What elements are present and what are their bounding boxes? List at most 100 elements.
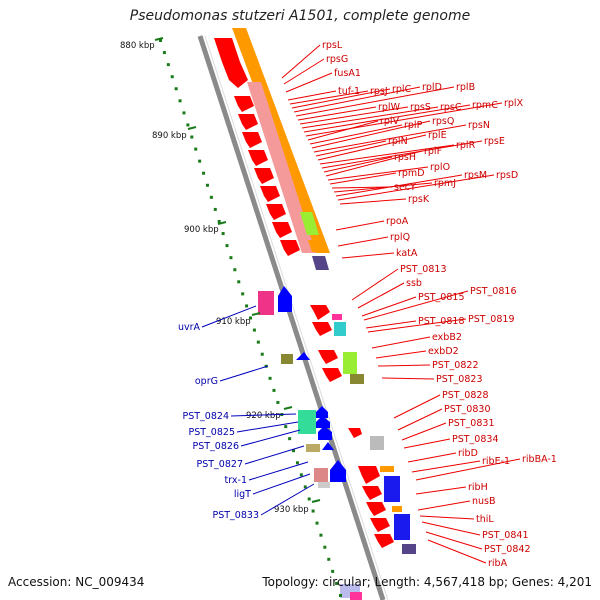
gene-leader-line <box>313 124 467 153</box>
cds-arrow <box>358 466 380 484</box>
feature-block-purple-1 <box>312 256 329 270</box>
gene-label[interactable]: rpsG <box>326 54 348 65</box>
gene-label[interactable]: rplV <box>380 116 400 127</box>
gene-label[interactable]: rplB <box>456 82 475 93</box>
ruler-dot <box>190 135 194 139</box>
gene-label[interactable]: PST_0823 <box>436 374 483 385</box>
gene-label[interactable]: PST_0842 <box>484 544 531 555</box>
gene-leader-line <box>341 252 395 259</box>
cds-arrow <box>254 168 274 184</box>
ruler-dot <box>202 171 206 175</box>
gene-label[interactable]: rpsQ <box>432 116 454 127</box>
gene-label[interactable]: secY <box>394 182 416 193</box>
gene-leader-line <box>339 198 407 205</box>
gene-label[interactable]: ribH <box>468 482 488 493</box>
gene-label[interactable]: PST_0831 <box>448 418 495 429</box>
gene-leader-line <box>375 350 427 359</box>
gene-label[interactable]: rplF <box>424 146 442 157</box>
gene-label[interactable]: tuf-1 <box>338 86 360 97</box>
gene-label[interactable]: rpmJ <box>434 178 456 189</box>
gene-leader-line <box>425 531 483 550</box>
gene-label[interactable]: rplE <box>428 130 447 141</box>
gene-label[interactable]: rpmC <box>472 100 498 111</box>
ruler-dot <box>276 400 280 404</box>
feature-block-khaki <box>306 444 320 452</box>
gene-label[interactable]: rplX <box>504 98 524 109</box>
gene-label[interactable]: PST_0816 <box>470 286 517 297</box>
gene-label[interactable]: PST_0828 <box>442 390 489 401</box>
gene-label[interactable]: PST_0826 <box>193 441 240 452</box>
gene-label[interactable]: exbD2 <box>428 346 459 357</box>
gene-leader-line <box>311 120 431 149</box>
gene-leader-line <box>397 408 443 431</box>
gene-label[interactable]: rplQ <box>390 232 410 243</box>
gene-label[interactable]: PST_0827 <box>197 459 244 470</box>
gene-label[interactable]: rplN <box>388 136 408 147</box>
gene-leader-line <box>403 438 451 449</box>
gene-label[interactable]: PST_0819 <box>468 314 515 325</box>
genome-backbone-outer <box>197 35 386 600</box>
gene-leader-line <box>351 268 399 301</box>
gene-label[interactable]: fusA1 <box>334 68 361 79</box>
gene-label[interactable]: rpsN <box>468 120 490 131</box>
gene-label[interactable]: thiL <box>476 514 494 525</box>
gene-label[interactable]: PST_0822 <box>432 360 479 371</box>
gene-label[interactable]: rplR <box>456 140 476 151</box>
ruler-dot <box>174 87 178 91</box>
gene-label[interactable]: PST_0841 <box>482 530 529 541</box>
gene-label[interactable]: PST_0815 <box>418 292 465 303</box>
gene-leader-line <box>401 422 447 441</box>
gene-leader-line <box>419 515 475 520</box>
gene-label[interactable]: exbB2 <box>432 332 462 343</box>
gene-label[interactable]: PST_0834 <box>452 434 499 445</box>
gene-label[interactable]: nusB <box>472 496 496 507</box>
gene-leader-line <box>244 445 305 465</box>
gene-label[interactable]: trx-1 <box>225 475 247 486</box>
gene-leader-line <box>393 394 441 419</box>
cds-arrow <box>266 204 286 220</box>
gene-label[interactable]: PST_0824 <box>183 411 230 422</box>
gene-label[interactable]: rpsS <box>410 102 431 113</box>
gene-label[interactable]: PST_0833 <box>213 510 260 521</box>
gene-label[interactable]: ribA <box>488 558 508 569</box>
gene-label[interactable]: rplP <box>404 120 423 131</box>
gene-leader-line <box>291 88 391 109</box>
ruler-dot <box>327 557 331 561</box>
gene-label[interactable]: rplD <box>422 82 442 93</box>
gene-label[interactable]: PST_0825 <box>189 427 236 438</box>
gene-label[interactable]: rplW <box>378 102 401 113</box>
gene-label[interactable]: rpoA <box>386 216 409 227</box>
gene-label[interactable]: rpsM <box>464 170 487 181</box>
ruler-dot <box>241 292 245 296</box>
gene-label[interactable]: uvrA <box>178 322 201 333</box>
gene-label[interactable]: rpsH <box>394 152 416 163</box>
cds-arrow <box>272 222 292 238</box>
gene-label[interactable]: ribE-1 <box>482 456 510 467</box>
cds-arrow-reverse <box>330 460 346 482</box>
gene-label[interactable]: ribD <box>458 448 478 459</box>
gene-label[interactable]: ligT <box>234 489 251 500</box>
gene-label[interactable]: katA <box>396 248 418 259</box>
gene-label[interactable]: rplO <box>430 162 450 173</box>
gene-label[interactable]: rpsE <box>484 136 505 147</box>
map-title: Pseudomonas stutzeri A1501, complete gen… <box>129 8 471 24</box>
feature-block-pink-2 <box>332 314 342 320</box>
gene-label[interactable]: oprG <box>195 376 218 387</box>
gene-label[interactable]: ribBA-1 <box>522 454 557 465</box>
feature-block-teal <box>334 322 346 336</box>
gene-label[interactable]: rpsK <box>408 194 430 205</box>
gene-label[interactable]: rpsJ <box>370 86 388 97</box>
gene-label[interactable]: rpsL <box>322 40 343 51</box>
gene-label[interactable]: PST_0813 <box>400 264 447 275</box>
gene-label[interactable]: PST_0818 <box>418 316 465 327</box>
gene-label[interactable]: rpsC <box>440 102 462 113</box>
ruler-tick <box>187 126 197 130</box>
gene-leader-line <box>335 220 385 231</box>
cds-arrow-reverse <box>278 286 292 312</box>
gene-label[interactable]: rpsD <box>496 170 518 181</box>
gene-label[interactable]: rpmD <box>398 168 425 179</box>
gene-label[interactable]: rplC <box>392 84 412 95</box>
gene-label[interactable]: ssb <box>406 278 422 289</box>
feature-block-olive <box>350 374 364 384</box>
gene-label[interactable]: PST_0830 <box>444 404 491 415</box>
